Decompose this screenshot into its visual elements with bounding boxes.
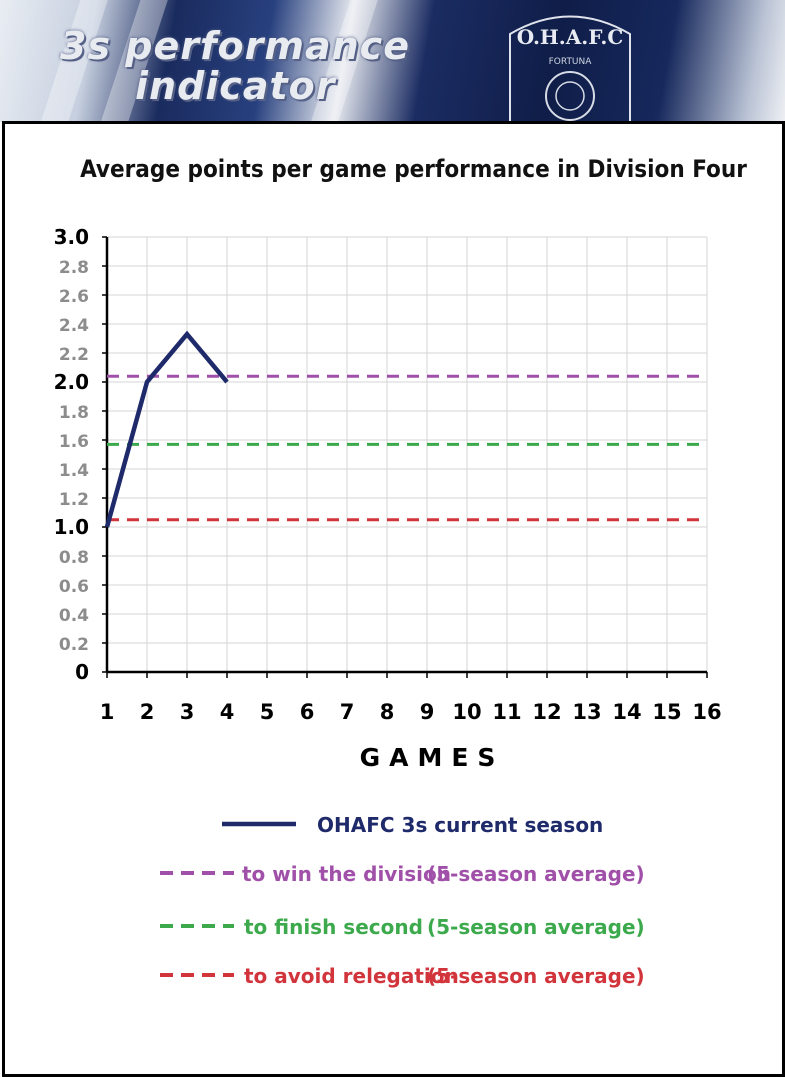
legend-label: to finish second [244, 915, 423, 939]
x-tick-label: 14 [612, 700, 641, 724]
crest-text: O.H.A.F.C [517, 25, 624, 49]
chart-frame [2, 121, 785, 1077]
series-line [104, 330, 229, 528]
header-banner: 3s performance indicator O.H.A.F.C FORTU… [0, 0, 785, 122]
y-tick-label: 0 [75, 660, 89, 684]
y-tick-label: 2.0 [54, 370, 89, 394]
legend-note: (5-season average) [427, 964, 645, 988]
y-tick-label: 0.2 [59, 635, 89, 655]
x-tick-label: 11 [492, 700, 521, 724]
legend-label: to avoid relegation [244, 964, 459, 988]
x-axis-label: GAMES [360, 743, 505, 772]
x-tick-label: 1 [100, 700, 115, 724]
x-tick-label: 6 [300, 700, 315, 724]
x-tick-label: 8 [380, 700, 395, 724]
y-tick-label: 1.2 [59, 490, 89, 510]
x-tick-label: 16 [692, 700, 721, 724]
x-tick-label: 7 [340, 700, 355, 724]
y-tick-label: 2.2 [59, 345, 89, 365]
club-crest-logo: O.H.A.F.C FORTUNA [509, 15, 631, 122]
crest-motto: FORTUNA [549, 57, 593, 67]
x-tick-label: 2 [140, 700, 155, 724]
legend-label: to win the division [242, 862, 451, 886]
legend-note: (5-season average) [427, 915, 645, 939]
banner-title-line1: 3s performance [60, 24, 410, 68]
y-tick-label: 1.4 [59, 461, 89, 481]
x-tick-label: 4 [220, 700, 235, 724]
banner-title: 3s performance indicator [60, 26, 460, 106]
x-tick-label: 3 [180, 700, 195, 724]
banner-title-line2: indicator [135, 64, 336, 108]
x-tick-label: 10 [452, 700, 481, 724]
y-tick-label: 2.4 [59, 316, 89, 336]
y-tick-label: 1.8 [59, 403, 89, 423]
y-tick-label: 1.6 [59, 432, 89, 452]
y-tick-label: 2.6 [59, 287, 89, 307]
y-tick-label: 1.0 [54, 515, 89, 539]
y-tick-label: 0.6 [59, 577, 89, 597]
y-tick-label: 3.0 [54, 225, 89, 249]
y-tick-label: 0.8 [59, 548, 89, 568]
x-tick-label: 5 [260, 700, 275, 724]
y-tick-label: 0.4 [59, 606, 89, 626]
x-tick-label: 9 [420, 700, 435, 724]
x-tick-label: 15 [652, 700, 681, 724]
chart-title: Average points per game performance in D… [80, 155, 747, 183]
x-tick-label: 13 [572, 700, 601, 724]
x-tick-label: 12 [532, 700, 561, 724]
legend-label: OHAFC 3s current season [317, 813, 603, 837]
y-tick-label: 2.8 [59, 258, 89, 278]
legend-note: (5-season average) [427, 862, 645, 886]
